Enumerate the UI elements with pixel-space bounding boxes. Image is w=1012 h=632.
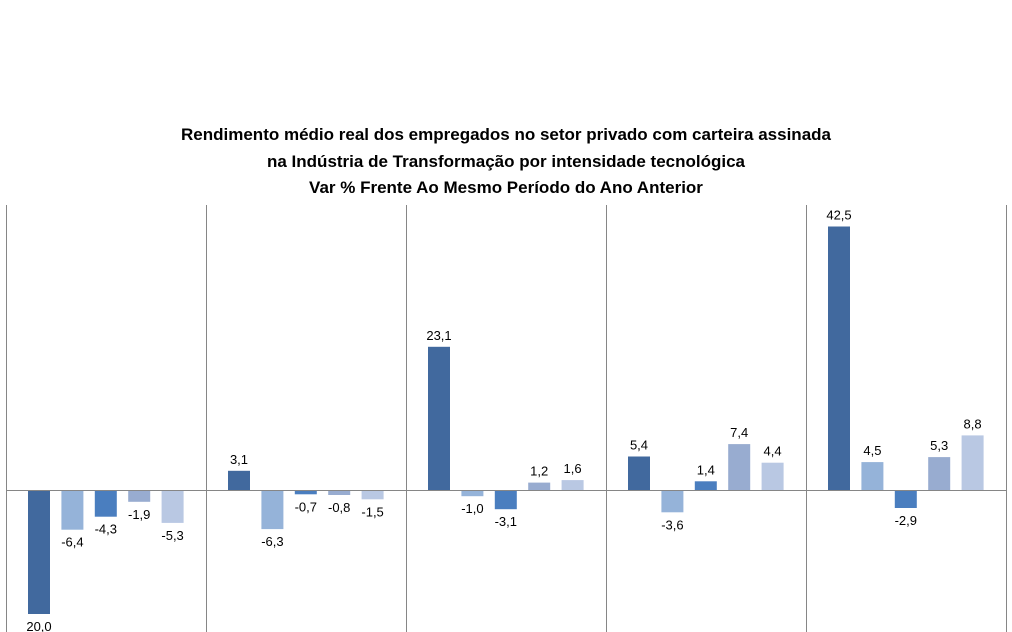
data-label-g3-s5: 1,6 xyxy=(564,461,582,476)
bar-g2-s3 xyxy=(294,490,317,495)
bar-g5-s1 xyxy=(828,226,850,490)
data-label-g5-s4: 5,3 xyxy=(930,438,948,453)
data-label-g5-s5: 8,8 xyxy=(964,416,982,431)
data-label-g4-s5: 4,4 xyxy=(764,444,782,459)
bar-g4-s5 xyxy=(761,462,784,490)
bar-g1-s4 xyxy=(128,490,151,502)
bar-g4-s1 xyxy=(628,456,650,490)
data-label-g4-s1: 5,4 xyxy=(630,438,648,453)
data-label-g5-s2: 4,5 xyxy=(863,443,881,458)
data-label-g1-s4: -1,9 xyxy=(128,507,150,522)
bar-g5-s2 xyxy=(861,462,884,490)
chart-title-line-3: Var % Frente Ao Mesmo Período do Ano Ant… xyxy=(309,178,703,197)
bar-g1-s5 xyxy=(161,490,184,523)
data-label-g4-s2: -3,6 xyxy=(661,517,683,532)
data-label-g3-s4: 1,2 xyxy=(530,464,548,479)
bar-g4-s2 xyxy=(661,490,684,513)
data-label-g2-s3: -0,7 xyxy=(295,499,317,514)
data-label-g4-s4: 7,4 xyxy=(730,425,748,440)
bar-g1-s2 xyxy=(61,490,84,530)
data-label-g5-s3: -2,9 xyxy=(895,513,917,528)
data-label-g2-s2: -6,3 xyxy=(261,534,283,549)
bar-g2-s4 xyxy=(328,490,351,495)
bar-g2-s5 xyxy=(361,490,384,500)
data-label-g3-s2: -1,0 xyxy=(461,501,483,516)
data-label-g2-s1: 3,1 xyxy=(230,452,248,467)
data-label-g1-s5: -5,3 xyxy=(161,528,183,543)
data-label-g2-s4: -0,8 xyxy=(328,500,350,515)
bar-g4-s3 xyxy=(694,481,717,490)
chart-title: Rendimento médio real dos empregados no … xyxy=(0,122,1012,202)
data-label-g3-s1: 23,1 xyxy=(426,328,451,343)
bar-g1-s3 xyxy=(94,490,117,517)
data-label-g2-s5: -1,5 xyxy=(361,504,383,519)
group-separators xyxy=(6,205,1007,632)
data-label-g1-s1: 20,0 xyxy=(26,619,51,632)
bar-g4-s4 xyxy=(728,444,751,490)
data-label-g1-s3: -4,3 xyxy=(95,522,117,537)
bar-g3-s3 xyxy=(494,490,517,510)
bar-g5-s3 xyxy=(894,490,917,508)
data-label-g3-s3: -3,1 xyxy=(495,514,517,529)
bar-g3-s4 xyxy=(528,482,551,490)
bar-g2-s2 xyxy=(261,490,284,530)
data-label-g1-s2: -6,4 xyxy=(61,535,83,550)
bar-g5-s4 xyxy=(928,457,951,490)
data-label-g5-s1: 42,5 xyxy=(826,208,851,223)
data-labels-layer: 20,0 -6,4 -4,3 -1,9 -5,3 3,1 -6,3 -0,7 -0,8 -1,5 2… xyxy=(26,208,981,632)
bar-g3-s5 xyxy=(561,480,584,490)
bar-g5-s5 xyxy=(961,435,984,490)
data-label-g4-s3: 1,4 xyxy=(697,462,715,477)
bar-g2-s1 xyxy=(228,470,250,490)
bars-layer xyxy=(28,226,984,614)
chart-title-line-1: Rendimento médio real dos empregados no … xyxy=(181,125,831,144)
bar-g1-s1 xyxy=(28,490,50,614)
bar-g3-s1 xyxy=(428,346,450,490)
chart-title-line-2: na Indústria de Transformação por intens… xyxy=(267,151,745,171)
bar-g3-s2 xyxy=(461,490,484,497)
